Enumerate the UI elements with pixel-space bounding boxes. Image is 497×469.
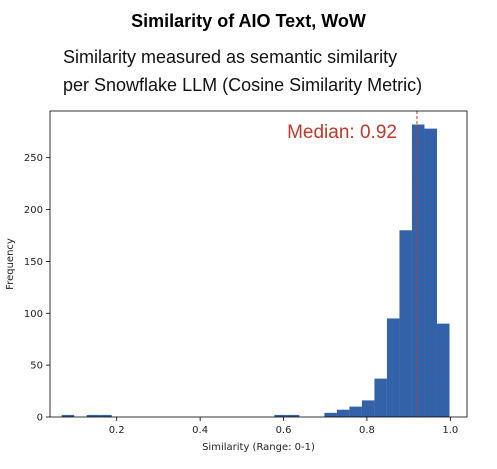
x-tick-label: 0.8 — [359, 425, 375, 436]
x-axis-label: Similarity (Range: 0-1) — [202, 442, 315, 453]
histogram-bar — [386, 318, 400, 417]
x-tick-label: 0.4 — [192, 425, 208, 436]
median-layer: Median: 0.92 — [287, 111, 418, 417]
histogram-bar — [424, 128, 437, 417]
x-tick-label: 1.0 — [442, 425, 458, 436]
median-label: Median: 0.92 — [287, 122, 397, 143]
y-tick-label: 200 — [24, 205, 43, 216]
bars-layer — [61, 124, 450, 417]
histogram-bar — [286, 414, 300, 417]
chart-subtitle-line-2: per Snowflake LLM (Cosine Similarity Met… — [63, 75, 423, 95]
y-tick-label: 150 — [24, 257, 43, 268]
histogram-bar — [61, 414, 75, 417]
x-axis-ticks: 0.2 0.4 0.6 0.8 1.0 — [109, 417, 458, 436]
histogram-bar — [361, 400, 375, 417]
y-tick-label: 250 — [24, 153, 43, 164]
histogram-bar — [324, 412, 337, 417]
histogram-bar — [399, 230, 412, 417]
y-axis-label: Frequency — [5, 238, 16, 290]
y-tick-label: 0 — [37, 413, 43, 424]
chart-title: Similarity of AIO Text, WoW — [131, 11, 366, 31]
histogram-bar — [374, 378, 387, 417]
histogram-bar — [411, 124, 425, 417]
histogram-bar — [436, 323, 450, 417]
histogram-bar — [86, 414, 100, 417]
histogram-bar — [336, 409, 350, 417]
histogram-bar — [274, 414, 287, 417]
chart-subtitle-line-1: Similarity measured as semantic similari… — [63, 47, 398, 67]
x-tick-label: 0.6 — [276, 425, 292, 436]
x-tick-label: 0.2 — [109, 425, 125, 436]
y-tick-label: 50 — [30, 361, 43, 372]
y-tick-label: 100 — [24, 309, 43, 320]
y-axis-ticks: 0 50 100 150 200 250 — [24, 153, 50, 424]
histogram-bar — [349, 406, 362, 417]
plot-frame — [49, 110, 468, 418]
histogram-bar — [99, 414, 112, 417]
